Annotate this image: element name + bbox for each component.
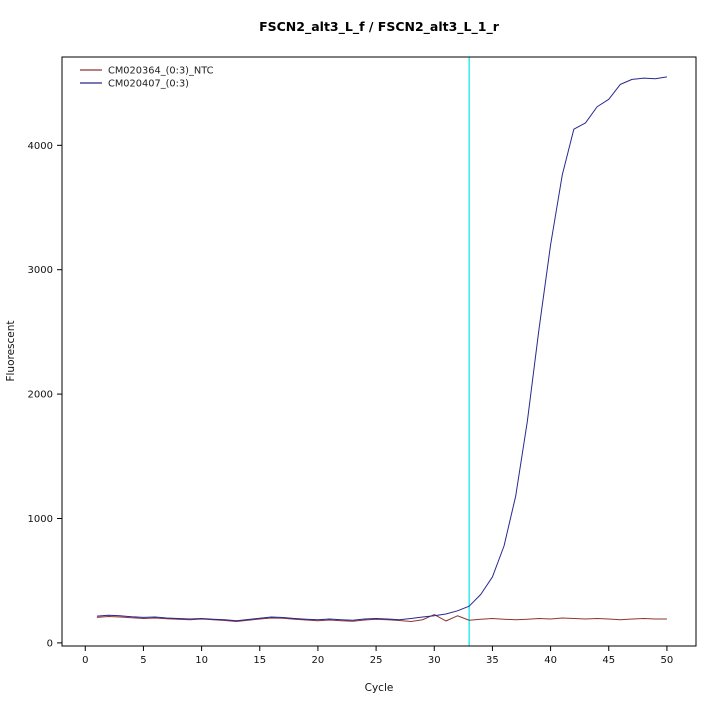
x-tick-label: 5 [140,655,146,666]
x-tick-label: 30 [428,655,441,666]
x-tick-label: 0 [82,655,88,666]
plot-border [61,56,697,647]
x-tick-label: 25 [370,655,383,666]
y-tick-label: 4000 [28,141,53,152]
chart-title: FSCN2_alt3_L_f / FSCN2_alt3_L_1_r [259,19,500,35]
y-tick-label: 3000 [28,265,53,276]
y-tick-label: 2000 [28,390,53,401]
y-tick-label: 0 [47,638,53,649]
y-tick-label: 1000 [28,514,53,525]
x-tick-label: 20 [312,655,325,666]
x-tick-label: 40 [544,655,557,666]
legend-label-ntc: CM020364_(0:3)_NTC [108,66,214,77]
legend: CM020364_(0:3)_NTC CM020407_(0:3) [80,66,214,90]
x-tick-label: 50 [661,655,674,666]
x-axis-label: Cycle [365,682,394,694]
series-line-ntc [96,614,667,622]
x-tick-label: 10 [195,655,208,666]
series-line-sample [96,76,667,622]
x-tick-label: 35 [486,655,499,666]
x-tick-label: 15 [253,655,266,666]
y-axis-label: Fluorescent [5,320,17,381]
x-tick-label: 45 [602,655,615,666]
legend-label-sample: CM020407_(0:3) [108,79,189,90]
